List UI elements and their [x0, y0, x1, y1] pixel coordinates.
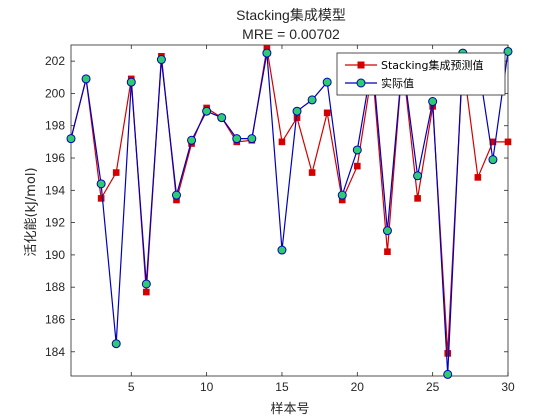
y-tick-label: 186	[45, 312, 65, 326]
data-point-series-1	[143, 288, 150, 296]
data-point-series-2	[503, 46, 513, 56]
axes: 5 10 15 20 25 30 184 186 188 190 192 194 196 198 200 20…	[45, 44, 515, 394]
legend-label-1: Stacking集成预测值	[381, 58, 483, 72]
y-tick-label: 188	[45, 280, 65, 294]
data-point-series-1	[308, 169, 316, 176]
data-point-series-2	[277, 245, 287, 255]
data-point-series-2	[202, 106, 212, 116]
data-point-series-2	[292, 106, 302, 116]
legend-label-2: 实际值	[381, 76, 414, 90]
data-point-series-1	[384, 248, 391, 255]
data-point-series-1	[354, 162, 361, 170]
y-tick-label: 202	[45, 54, 65, 68]
data-point-series-1	[97, 195, 105, 202]
legend-marker-1	[357, 61, 365, 69]
y-tick-label: 184	[45, 345, 65, 359]
data-point-series-2	[217, 113, 227, 123]
x-tick-label: 10	[200, 380, 214, 394]
axes-box	[70, 44, 509, 377]
data-point-series-1	[278, 138, 286, 146]
data-point-series-2	[81, 74, 91, 84]
data-point-series-2	[352, 145, 362, 155]
legend-box	[336, 52, 506, 96]
data-point-series-2	[232, 134, 242, 144]
legend-marker-2	[356, 78, 366, 88]
data-point-series-2	[428, 97, 438, 107]
x-tick-label: 20	[351, 380, 365, 394]
y-tick-label: 196	[45, 151, 65, 165]
x-tick-label: 5	[128, 380, 135, 394]
y-tick-label: 194	[45, 183, 65, 197]
data-point-series-1	[323, 109, 331, 117]
y-tick-label: 192	[45, 216, 65, 230]
data-point-series-2	[337, 190, 347, 200]
data-point-series-2	[382, 226, 392, 236]
data-point-series-2	[141, 279, 151, 289]
data-point-series-2	[171, 190, 181, 200]
x-tick-label: 30	[501, 380, 515, 394]
y-tick-label: 190	[45, 248, 65, 262]
series-layer	[66, 44, 513, 379]
data-point-series-2	[443, 369, 453, 379]
x-axis-label: 样本号	[270, 402, 309, 417]
data-point-series-1	[444, 350, 452, 357]
x-tick-label: 25	[426, 380, 440, 394]
data-point-series-1	[414, 195, 421, 202]
y-axis-label: 活化能(kJ/mol)	[24, 167, 39, 256]
data-point-series-2	[111, 339, 121, 349]
chart-subtitle: MRE = 0.00702	[242, 26, 340, 42]
data-point-series-2	[413, 171, 423, 181]
data-point-series-2	[322, 77, 332, 87]
data-point-series-2	[156, 55, 166, 65]
y-tick-label: 198	[45, 119, 65, 133]
x-tick-label: 15	[275, 380, 289, 394]
chart-title: Stacking集成模型	[236, 7, 346, 23]
data-point-series-2	[187, 135, 197, 145]
data-point-series-1	[112, 169, 120, 176]
data-point-series-2	[66, 134, 76, 144]
data-point-series-2	[488, 155, 498, 165]
series-line-2	[70, 51, 509, 375]
data-point-series-2	[126, 77, 136, 87]
data-point-series-2	[262, 48, 272, 58]
y-tick-label: 200	[45, 86, 65, 100]
data-point-series-2	[247, 134, 257, 144]
data-point-series-2	[307, 95, 317, 105]
data-point-series-2	[96, 179, 106, 189]
data-point-series-1	[504, 138, 512, 146]
data-point-series-1	[474, 174, 482, 181]
